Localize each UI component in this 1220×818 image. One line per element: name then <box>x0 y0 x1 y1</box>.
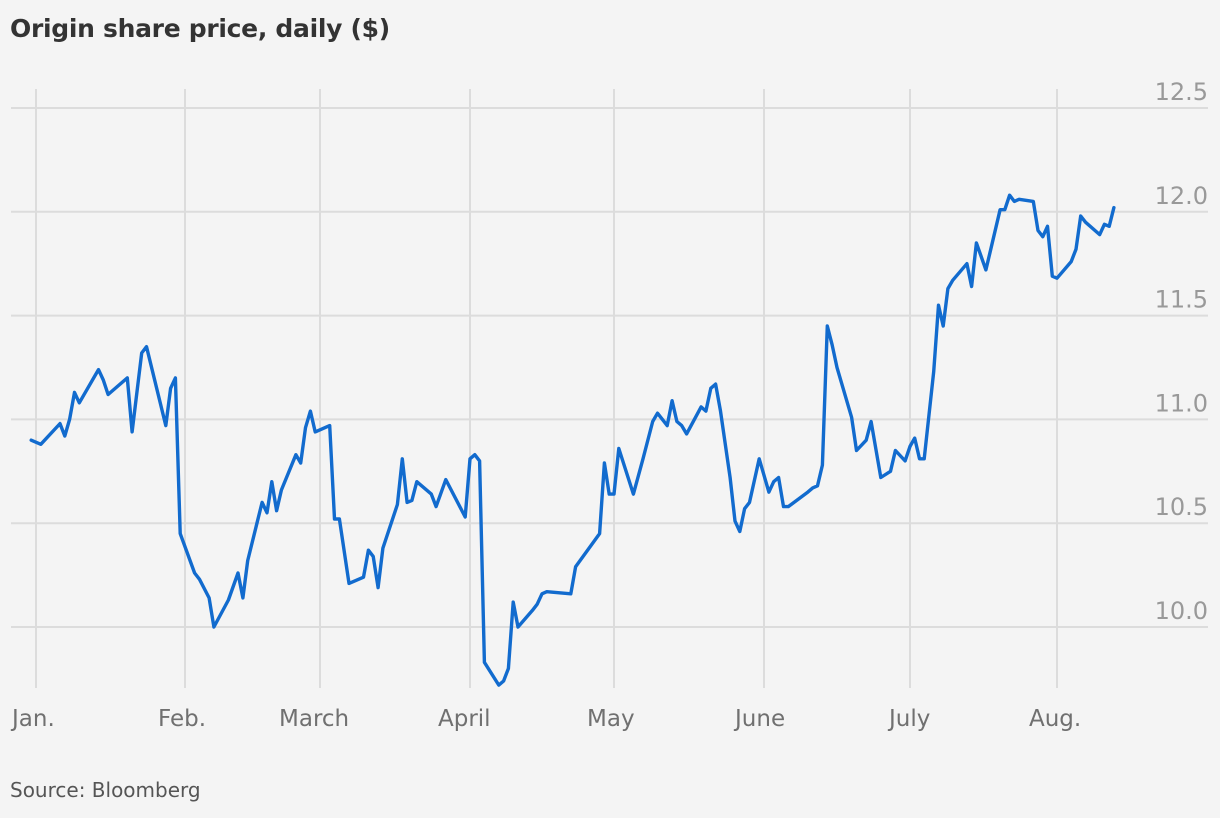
x-tick-label: April <box>438 706 491 732</box>
x-tick-label: May <box>587 706 635 732</box>
price-line <box>29 193 1116 687</box>
horizontal-gridlines <box>11 107 1208 628</box>
x-tick-label: March <box>279 706 349 732</box>
x-tick-label: July <box>887 706 930 732</box>
chart-title: Origin share price, daily ($) <box>10 14 390 43</box>
y-tick-label: 10.5 <box>1155 493 1208 521</box>
y-tick-label: 11.5 <box>1155 286 1208 314</box>
x-tick-label: Jan. <box>10 706 55 732</box>
vertical-gridlines <box>35 89 1058 688</box>
y-tick-label: 12.0 <box>1155 182 1208 210</box>
y-axis-labels: 10.0 10.5 11.0 11.5 12.0 12.5 <box>1155 78 1208 625</box>
x-tick-label: Aug. <box>1029 706 1081 732</box>
y-tick-label: 12.5 <box>1155 78 1208 106</box>
x-tick-label: June <box>733 706 785 732</box>
x-tick-label: Feb. <box>158 706 206 732</box>
x-axis-labels: Jan. Feb. March April May June July Aug. <box>10 706 1081 732</box>
source-note: Source: Bloomberg <box>10 778 201 802</box>
y-tick-label: 10.0 <box>1155 597 1208 625</box>
y-tick-label: 11.0 <box>1155 389 1208 417</box>
